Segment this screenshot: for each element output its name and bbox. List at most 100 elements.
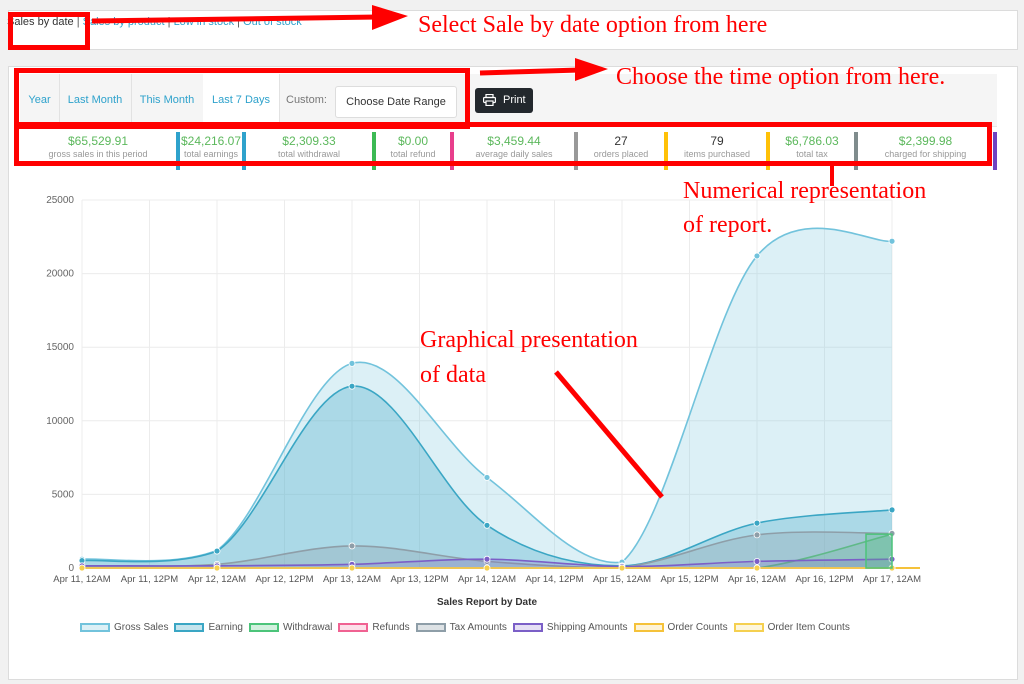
data-point[interactable] bbox=[753, 557, 761, 565]
x-tick-label: Apr 11, 12AM bbox=[53, 574, 110, 585]
x-tick-label: Apr 17, 12AM bbox=[863, 574, 921, 585]
legend-swatch bbox=[338, 622, 369, 632]
annotation-stats-line2: of report. bbox=[683, 212, 773, 238]
data-point[interactable] bbox=[348, 542, 356, 550]
legend-label: Gross Sales bbox=[114, 622, 169, 633]
legend-item[interactable]: Tax Amounts bbox=[415, 622, 507, 633]
x-tick-label: Apr 13, 12AM bbox=[323, 574, 381, 585]
annotation-graph-line1: Graphical presentation bbox=[420, 327, 638, 353]
arrow-head-icon bbox=[372, 5, 408, 30]
legend-item[interactable]: Order Counts bbox=[633, 622, 728, 633]
tab-year[interactable]: Year bbox=[20, 74, 60, 126]
legend-item[interactable]: Withdrawal bbox=[248, 622, 333, 633]
date-range-input[interactable]: Choose Date Range bbox=[335, 86, 457, 118]
arrow-graph-pointer bbox=[554, 370, 664, 499]
data-point[interactable] bbox=[753, 564, 761, 572]
annotation-subnav: Select Sale by date option from here bbox=[418, 12, 768, 38]
series-area-2 bbox=[82, 534, 892, 568]
legend-label: Order Counts bbox=[667, 622, 728, 633]
tab-last-7-days[interactable]: Last 7 Days bbox=[203, 74, 280, 126]
y-tick-label: 5000 bbox=[52, 489, 75, 500]
x-tick-label: Apr 14, 12PM bbox=[525, 574, 583, 585]
stat-value: $6,786.03 bbox=[785, 134, 839, 148]
data-point[interactable] bbox=[753, 531, 761, 539]
series-area-0 bbox=[82, 228, 892, 568]
legend-swatch bbox=[174, 622, 205, 632]
stat-orders-placed: 27 orders placed bbox=[578, 132, 668, 170]
data-point[interactable] bbox=[78, 564, 86, 572]
legend-item[interactable]: Gross Sales bbox=[80, 622, 168, 633]
stat-items-purchased: 79 items purchased bbox=[668, 132, 770, 170]
y-tick-label: 15000 bbox=[46, 342, 74, 353]
stat-value: $0.00 bbox=[397, 134, 429, 148]
data-point[interactable] bbox=[348, 564, 356, 572]
stat-value: 27 bbox=[614, 134, 628, 148]
legend-swatch bbox=[248, 622, 279, 632]
y-tick-label: 25000 bbox=[46, 195, 74, 206]
legend-label: Withdrawal bbox=[282, 622, 333, 633]
data-point[interactable] bbox=[888, 237, 896, 245]
x-tick-label: Apr 16, 12AM bbox=[728, 574, 786, 585]
y-tick-label: 0 bbox=[68, 563, 74, 574]
annotation-box-stats bbox=[14, 122, 992, 166]
stat-total-tax: $6,786.03 total tax bbox=[770, 132, 858, 170]
subnav-separator: | bbox=[76, 16, 80, 28]
data-point[interactable] bbox=[753, 519, 761, 527]
legend-item[interactable]: Refunds bbox=[338, 622, 410, 633]
legend-swatch bbox=[80, 622, 110, 632]
custom-range-label: Custom: bbox=[286, 94, 327, 106]
x-tick-label: Apr 12, 12AM bbox=[188, 574, 246, 585]
data-point[interactable] bbox=[753, 252, 761, 260]
print-button[interactable]: Print bbox=[475, 88, 533, 113]
legend-item[interactable]: Earning bbox=[174, 622, 243, 633]
legend-label: Shipping Amounts bbox=[546, 622, 628, 633]
data-point[interactable] bbox=[483, 474, 491, 481]
legend-item[interactable]: Order Item Counts bbox=[733, 622, 850, 633]
x-axis-title: Sales Report by Date bbox=[437, 597, 537, 608]
annotation-range: Choose the time option from here. bbox=[616, 64, 946, 90]
data-point[interactable] bbox=[213, 564, 221, 572]
sales-report-chart: 0 5000 10000 15000 20000 25000 Apr 11, 12AM Apr… bbox=[46, 195, 921, 608]
chart-legend: Gross Sales Earning Withdrawal Refunds Tax A… bbox=[80, 622, 856, 633]
tab-last-month[interactable]: Last Month bbox=[59, 74, 132, 126]
stat-label: total earnings bbox=[183, 149, 239, 159]
y-tick-label: 10000 bbox=[46, 416, 74, 427]
x-tick-label: Apr 13, 12PM bbox=[390, 574, 448, 585]
stat-label: total tax bbox=[796, 149, 828, 159]
legend-swatch bbox=[633, 622, 664, 632]
x-tick-label: Apr 15, 12PM bbox=[660, 574, 718, 585]
data-point[interactable] bbox=[483, 564, 491, 572]
arrow-head-icon bbox=[575, 58, 608, 81]
subnav-separator: | bbox=[237, 16, 241, 28]
series-area-4 bbox=[82, 531, 892, 568]
legend-item[interactable]: Shipping Amounts bbox=[512, 622, 628, 633]
legend-label: Order Item Counts bbox=[767, 622, 850, 633]
stat-total-refund: $0.00 total refund bbox=[376, 132, 454, 170]
stat-label: total refund bbox=[390, 149, 436, 159]
data-point[interactable] bbox=[888, 506, 896, 514]
withdrawal-bar bbox=[865, 533, 893, 569]
legend-swatch bbox=[415, 622, 446, 632]
data-point[interactable] bbox=[348, 382, 356, 390]
x-tick-label: Apr 12, 12PM bbox=[255, 574, 313, 585]
stat-total-earnings: $24,216.07 total earnings bbox=[180, 132, 246, 170]
legend-label: Earning bbox=[208, 622, 243, 633]
stat-label: average daily sales bbox=[475, 149, 553, 159]
data-point[interactable] bbox=[348, 359, 356, 367]
subnav-sales-by-date[interactable]: Sales by date bbox=[7, 16, 74, 28]
annotation-graph-line2: of data bbox=[420, 362, 486, 388]
x-tick-label: Apr 11, 12PM bbox=[121, 574, 178, 585]
legend-swatch bbox=[512, 622, 543, 632]
legend-label: Refunds bbox=[372, 622, 410, 633]
arrow-range bbox=[479, 67, 581, 76]
series-area-1 bbox=[82, 386, 892, 568]
stat-gross-sales: $65,529.91 gross sales in this period bbox=[20, 132, 180, 170]
x-tick-label: Apr 14, 12AM bbox=[458, 574, 516, 585]
data-point[interactable] bbox=[483, 521, 491, 529]
data-point[interactable] bbox=[213, 547, 221, 555]
stat-value: $3,459.44 bbox=[487, 134, 541, 148]
x-tick-label: Apr 16, 12PM bbox=[795, 574, 853, 585]
x-tick-label: Apr 15, 12AM bbox=[593, 574, 651, 585]
data-point[interactable] bbox=[618, 564, 626, 572]
data-point[interactable] bbox=[483, 555, 491, 563]
